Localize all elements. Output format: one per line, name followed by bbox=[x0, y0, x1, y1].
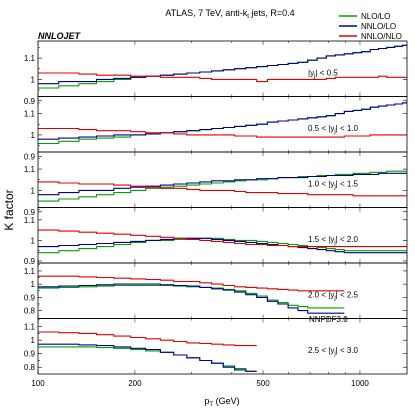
y-tick-label: 0.9 bbox=[24, 152, 36, 161]
y-tick-label: 1.1 bbox=[24, 54, 36, 63]
panel-rapidity-label: 1.5 < |yj| < 2.0 bbox=[308, 235, 359, 246]
series-nnlo-nlo-line bbox=[38, 72, 407, 83]
y-tick-label: 1 bbox=[31, 236, 36, 245]
panel-rapidity-label: 0.5 < |yj| < 1.0 bbox=[308, 124, 359, 135]
y-tick-label: 0.9 bbox=[24, 208, 36, 217]
series-nlo-lo-line bbox=[38, 237, 407, 254]
panels-group: 0.9 1 1.1 |yj| < 0.5 0.9 1 1.1 0.5 < |yj| < 1.0… bbox=[24, 40, 408, 375]
y-tick-label: 1.1 bbox=[24, 216, 36, 225]
pdf-label: NNPDF3.0 bbox=[309, 315, 348, 324]
series-nnlo-lo-line bbox=[38, 343, 257, 372]
y-tick-label: 0.8 bbox=[24, 307, 36, 316]
series-nlo-lo-line bbox=[38, 284, 345, 309]
x-tick-label: 200 bbox=[128, 379, 142, 388]
y-axis-label: K factor bbox=[2, 189, 16, 230]
panel-rapidity-label: 1.0 < |yj| < 1.5 bbox=[308, 179, 359, 190]
y-tick-label: 1.1 bbox=[24, 110, 36, 119]
y-tick-label: 1 bbox=[31, 280, 36, 289]
y-tick-label: 0.9 bbox=[24, 293, 36, 302]
y-tick-label: 1 bbox=[31, 336, 36, 345]
chart-title: ATLAS, 7 TeV, anti-kt jets, R=0.4 bbox=[165, 8, 294, 20]
legend-label-nnlo-lo: NNLO/LO bbox=[361, 22, 396, 31]
panel-1: 0.9 1 1.1 |yj| < 0.5 bbox=[24, 40, 408, 106]
x-tick-label: 500 bbox=[256, 379, 270, 388]
y-tick-label: 0.8 bbox=[24, 363, 36, 372]
series-nnlo-nlo-line bbox=[38, 127, 407, 138]
panel-4: 0.9 1 1.1 1.5 < |yj| < 2.0 bbox=[24, 207, 408, 266]
x-tick-label: 1000 bbox=[351, 379, 369, 388]
y-tick-label: 1 bbox=[31, 75, 36, 84]
panel-6: 0.8 0.9 1 1.1 2.5 < |yj| < 3.0 bbox=[24, 318, 408, 375]
panel-5: 0.8 0.9 1 1.1 2.0 < |yj| < 2.5 bbox=[24, 262, 408, 319]
series-nnlo-nlo-line bbox=[38, 229, 407, 248]
y-tick-label: 1.1 bbox=[24, 165, 36, 174]
x-axis-label: pT (GeV) bbox=[204, 396, 239, 408]
nnlojet-tag: NNLOJET bbox=[38, 31, 82, 41]
panel-rapidity-label: |yj| < 0.5 bbox=[308, 68, 338, 79]
panel-3: 0.9 1 1.1 1.0 < |yj| < 1.5 bbox=[24, 151, 408, 217]
panel-frame bbox=[37, 318, 408, 375]
panel-rapidity-label: 2.5 < |yj| < 3.0 bbox=[308, 346, 359, 357]
panel-rapidity-label: 2.0 < |yj| < 2.5 bbox=[308, 290, 359, 301]
series-nnlo-lo-line bbox=[38, 102, 407, 140]
series-nlo-lo-line bbox=[38, 170, 407, 202]
y-tick-label: 0.9 bbox=[24, 257, 36, 266]
y-tick-label: 1 bbox=[31, 131, 36, 140]
series-nnlo-lo-line bbox=[38, 283, 345, 314]
series-nnlo-nlo-line bbox=[38, 181, 407, 197]
y-tick-label: 1.1 bbox=[24, 267, 36, 276]
series-nnlo-lo-line bbox=[38, 44, 407, 85]
y-tick-label: 0.9 bbox=[24, 350, 36, 359]
panel-frame bbox=[37, 40, 408, 97]
chart-labels: ATLAS, 7 TeV, anti-kt jets, R=0.4 NNLOJE… bbox=[2, 8, 348, 408]
y-tick-label: 1.1 bbox=[24, 323, 36, 332]
legend-label-nlo-lo: NLO/LO bbox=[361, 12, 390, 21]
series-nnlo-nlo-line bbox=[38, 275, 345, 292]
panel-2: 0.9 1 1.1 0.5 < |yj| < 1.0 bbox=[24, 96, 408, 161]
series-nnlo-lo-line bbox=[38, 237, 407, 254]
series-nnlo-nlo-line bbox=[38, 331, 257, 347]
series-nnlo-lo-line bbox=[38, 172, 407, 196]
x-tick-label: 100 bbox=[31, 379, 45, 388]
y-tick-label: 0.9 bbox=[24, 97, 36, 106]
x-axis: 100 200 500 1000 bbox=[31, 379, 369, 388]
legend-label-nnlo-nlo: NNLO/NLO bbox=[361, 32, 402, 41]
y-tick-label: 1 bbox=[31, 186, 36, 195]
